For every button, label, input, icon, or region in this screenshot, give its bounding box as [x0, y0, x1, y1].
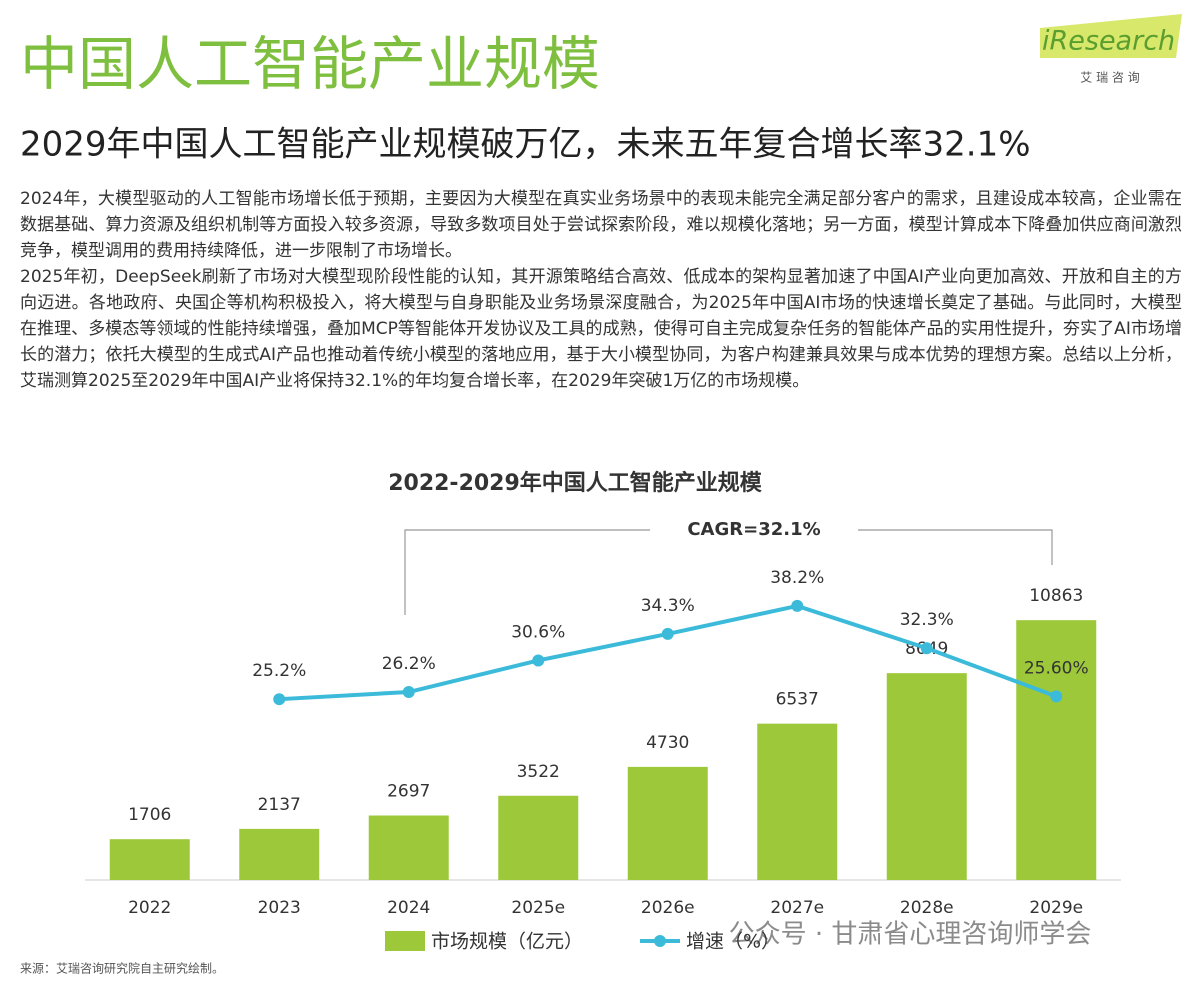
page-title: 中国人工智能产业规模	[20, 30, 600, 98]
x-tick-label: 2027e	[770, 898, 824, 918]
paragraph: 2025年初，DeepSeek刷新了市场对大模型现阶段性能的认知，其开源策略结合…	[20, 267, 1182, 391]
data-label: 3522	[517, 762, 560, 782]
bar	[368, 815, 449, 880]
data-label: 34.3%	[641, 596, 695, 616]
annotation: CAGR=32.1%	[687, 519, 820, 540]
line-point	[1050, 690, 1063, 703]
data-label: 2137	[258, 795, 301, 815]
source: 来源：艾瑞咨询研究院自主研究绘制。	[20, 961, 224, 976]
bar	[498, 795, 579, 880]
data-label: 2697	[387, 781, 430, 801]
paragraph: 2024年，大模型驱动的人工智能市场增长低于预期，主要因为大模型在真实业务场景中…	[20, 189, 1182, 261]
bar	[109, 839, 190, 880]
chart-title: 2022-2029年中国人工智能产业规模	[388, 470, 763, 496]
x-tick-label: 2029e	[1029, 898, 1083, 918]
bar	[1016, 620, 1097, 880]
data-label: 26.2%	[382, 654, 436, 674]
data-label: 1706	[128, 805, 171, 825]
line-point	[402, 686, 415, 699]
data-label: 30.6%	[511, 622, 565, 642]
bar	[757, 723, 838, 880]
x-tick-label: 2025e	[511, 898, 565, 918]
bar	[886, 673, 967, 880]
data-label: 32.3%	[900, 610, 954, 630]
line-point	[273, 693, 286, 706]
bar	[239, 828, 320, 880]
watermark: 公众号 · 甘肃省心理咨询师学会	[729, 920, 1092, 950]
bar	[627, 766, 708, 880]
line-point	[532, 654, 545, 667]
logo: iResearch	[1042, 26, 1175, 57]
legend-label: 市场规模（亿元）	[431, 931, 583, 953]
line-point	[791, 599, 804, 612]
logo-bg	[1040, 14, 1182, 58]
subtitle: 2029年中国人工智能产业规模破万亿，未来五年复合增长率32.1%	[20, 125, 1031, 165]
data-label: 25.60%	[1024, 658, 1089, 678]
x-tick-label: 2023	[258, 898, 301, 918]
legend-label: 增速（%）	[686, 931, 780, 953]
x-tick-label: 2026e	[641, 898, 695, 918]
data-label: 10863	[1029, 586, 1083, 606]
legend-swatch	[385, 931, 425, 951]
x-tick-label: 2028e	[900, 898, 954, 918]
data-label: 38.2%	[770, 568, 824, 588]
body-text: 2024年，大模型驱动的人工智能市场增长低于预期，主要因为大模型在真实业务场景中…	[20, 186, 1182, 394]
x-tick-label: 2024	[387, 898, 430, 918]
data-label: 25.2%	[252, 661, 306, 681]
legend-swatch	[654, 935, 666, 947]
line-point	[920, 642, 933, 655]
logo-sub: 艾 瑞 咨 询	[1080, 70, 1139, 85]
data-label: 6537	[776, 690, 819, 710]
x-tick-label: 2022	[128, 898, 171, 918]
cagr-bracket	[858, 529, 1053, 565]
cagr-bracket	[404, 529, 650, 615]
data-label: 4730	[646, 733, 689, 753]
line-point	[661, 627, 674, 640]
